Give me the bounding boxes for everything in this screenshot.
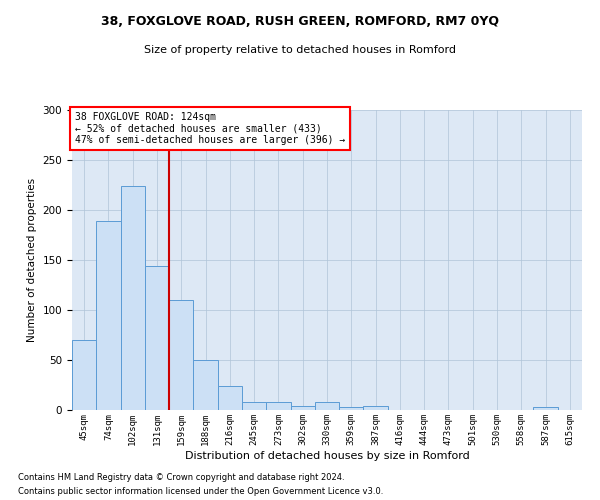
Bar <box>145 266 169 410</box>
Text: 38, FOXGLOVE ROAD, RUSH GREEN, ROMFORD, RM7 0YQ: 38, FOXGLOVE ROAD, RUSH GREEN, ROMFORD, … <box>101 15 499 28</box>
Bar <box>121 186 145 410</box>
Bar <box>533 407 558 410</box>
Bar <box>266 402 290 410</box>
Text: Contains HM Land Registry data © Crown copyright and database right 2024.: Contains HM Land Registry data © Crown c… <box>18 472 344 482</box>
Bar <box>218 386 242 410</box>
Text: Contains public sector information licensed under the Open Government Licence v3: Contains public sector information licen… <box>18 488 383 496</box>
Bar <box>96 221 121 410</box>
Y-axis label: Number of detached properties: Number of detached properties <box>27 178 37 342</box>
Bar <box>290 406 315 410</box>
Bar <box>364 406 388 410</box>
Bar <box>315 402 339 410</box>
X-axis label: Distribution of detached houses by size in Romford: Distribution of detached houses by size … <box>185 450 469 460</box>
Text: 38 FOXGLOVE ROAD: 124sqm
← 52% of detached houses are smaller (433)
47% of semi-: 38 FOXGLOVE ROAD: 124sqm ← 52% of detach… <box>74 112 345 144</box>
Text: Size of property relative to detached houses in Romford: Size of property relative to detached ho… <box>144 45 456 55</box>
Bar <box>169 300 193 410</box>
Bar <box>72 340 96 410</box>
Bar <box>242 402 266 410</box>
Bar <box>193 360 218 410</box>
Bar <box>339 407 364 410</box>
